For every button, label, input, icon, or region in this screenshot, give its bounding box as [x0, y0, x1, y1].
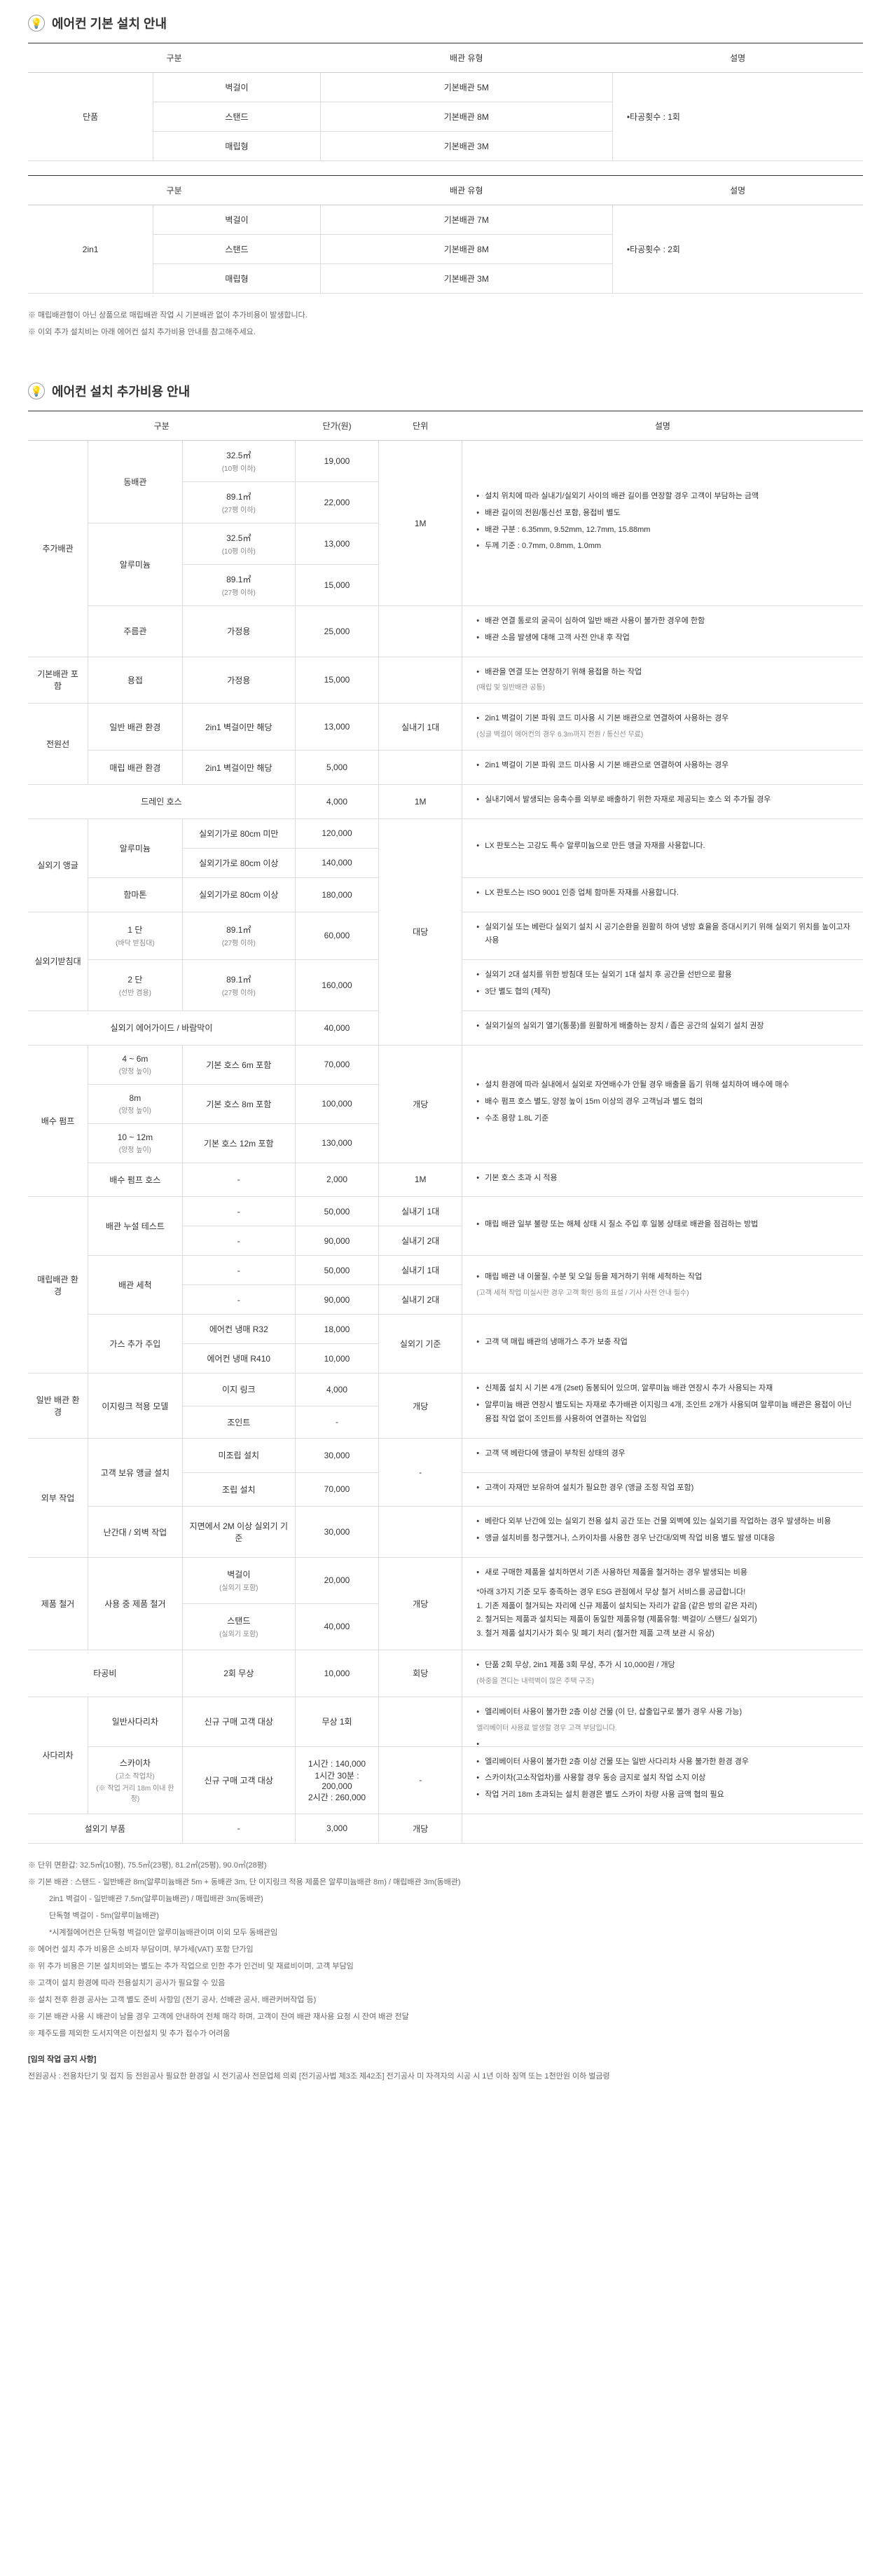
group-name: 단품 [28, 73, 153, 161]
col-gubun: 구분 [28, 43, 320, 73]
basic-install-table-2: 구분 배관 유형 설명 2in1 벽걸이 기본배관 7M •타공횟수 : 2회 … [28, 175, 863, 294]
section2-footnotes: ※ 단위 면환갑: 32.5㎡(10평), 75.5㎡(23평), 81.2㎡(… [28, 1858, 863, 2084]
col-desc: 설명 [612, 43, 863, 73]
ban-text: 전원공사 : 전용차단기 및 접지 등 전원공사 필요한 환경일 시 전기공사 … [28, 2069, 863, 2084]
bulb-icon: 💡 [28, 383, 45, 399]
bulb-icon: 💡 [28, 15, 45, 32]
ban-title: [임의 작업 금지 사항] [28, 2052, 863, 2067]
col-pipe: 배관 유형 [320, 43, 612, 73]
section1-title: 💡 에어컨 기본 설치 안내 [0, 0, 891, 43]
section1-footnotes: ※ 매립배관형이 아닌 상품으로 매립배관 작업 시 기본배관 없이 추가비용이… [28, 308, 863, 340]
section2-title: 💡 에어컨 설치 추가비용 안내 [0, 368, 891, 411]
extra-cost-table: 구분 단가(원) 단위 설명 추가배관 동배관 32.5㎡(10평 이하) 19… [28, 411, 863, 1844]
basic-install-table-1: 구분 배관 유형 설명 단품 벽걸이 기본배관 5M •타공횟수 : 1회 스탠… [28, 43, 863, 161]
section1-title-text: 에어컨 기본 설치 안내 [52, 14, 167, 32]
section2-title-text: 에어컨 설치 추가비용 안내 [52, 382, 190, 400]
